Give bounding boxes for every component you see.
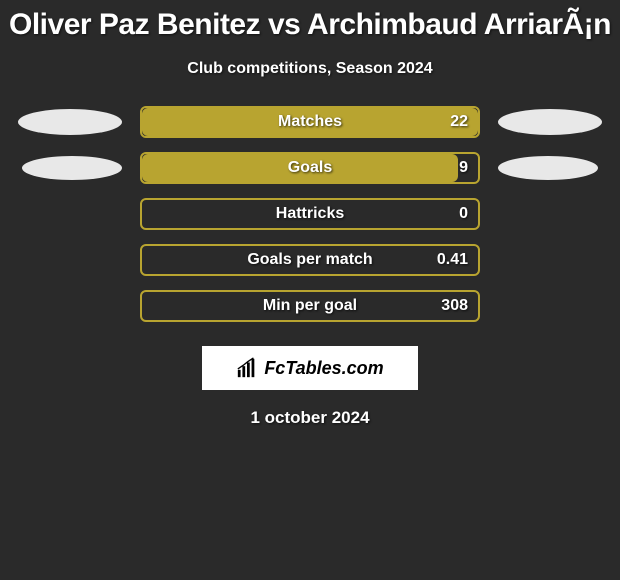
stat-value: 0.41 (437, 251, 468, 269)
stat-value: 0 (459, 205, 468, 223)
right-ellipse (498, 109, 602, 135)
comparison-subtitle: Club competitions, Season 2024 (0, 60, 620, 78)
stat-label: Hattricks (276, 205, 344, 223)
stat-row: Min per goal 308 (10, 290, 610, 322)
stat-row: Hattricks 0 (10, 198, 610, 230)
stat-value: 308 (441, 297, 468, 315)
logo-box: FcTables.com (202, 346, 418, 390)
stat-bar: Matches 22 (140, 106, 480, 138)
bar-chart-icon (236, 357, 258, 379)
stat-label: Goals per match (247, 251, 372, 269)
generated-date: 1 october 2024 (0, 408, 620, 428)
left-ellipse (22, 156, 122, 180)
stat-row: Goals 9 (10, 152, 610, 184)
stat-bar: Goals 9 (140, 152, 480, 184)
stat-bar: Min per goal 308 (140, 290, 480, 322)
right-ellipse (498, 156, 598, 180)
stat-row: Matches 22 (10, 106, 610, 138)
stats-rows: Matches 22 Goals 9 Hattricks 0 Goals per match… (0, 106, 620, 322)
left-ellipse (18, 109, 122, 135)
stat-row: Goals per match 0.41 (10, 244, 610, 276)
comparison-title: Oliver Paz Benitez vs Archimbaud ArriarÃ… (0, 0, 620, 42)
stat-value: 22 (450, 113, 468, 131)
stat-bar: Hattricks 0 (140, 198, 480, 230)
stat-label: Matches (278, 113, 342, 131)
stat-bar: Goals per match 0.41 (140, 244, 480, 276)
stat-label: Min per goal (263, 297, 357, 315)
stat-label: Goals (288, 159, 332, 177)
logo-text: FcTables.com (264, 358, 383, 379)
stat-value: 9 (459, 159, 468, 177)
